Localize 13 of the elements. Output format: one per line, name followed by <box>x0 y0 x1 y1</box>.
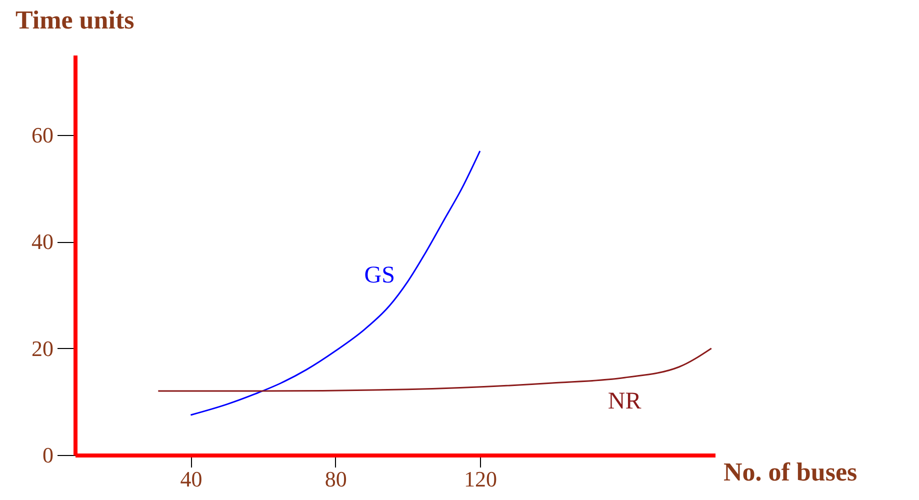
x-tick-label: 120 <box>464 466 497 492</box>
y-tick-label: 40 <box>32 229 54 254</box>
y-axis-title: Time units <box>16 6 134 34</box>
x-tick-label: 40 <box>180 466 202 492</box>
x-axis-title: No. of buses <box>724 458 858 486</box>
series-label: GS <box>364 262 395 289</box>
line-series <box>190 150 481 416</box>
series-label: NR <box>608 388 642 415</box>
line-series <box>157 348 712 392</box>
y-tick-label: 0 <box>42 442 54 468</box>
y-tick-label: 60 <box>32 122 54 148</box>
y-tick-label: 20 <box>32 336 54 361</box>
x-tick-label: 80 <box>324 466 347 492</box>
